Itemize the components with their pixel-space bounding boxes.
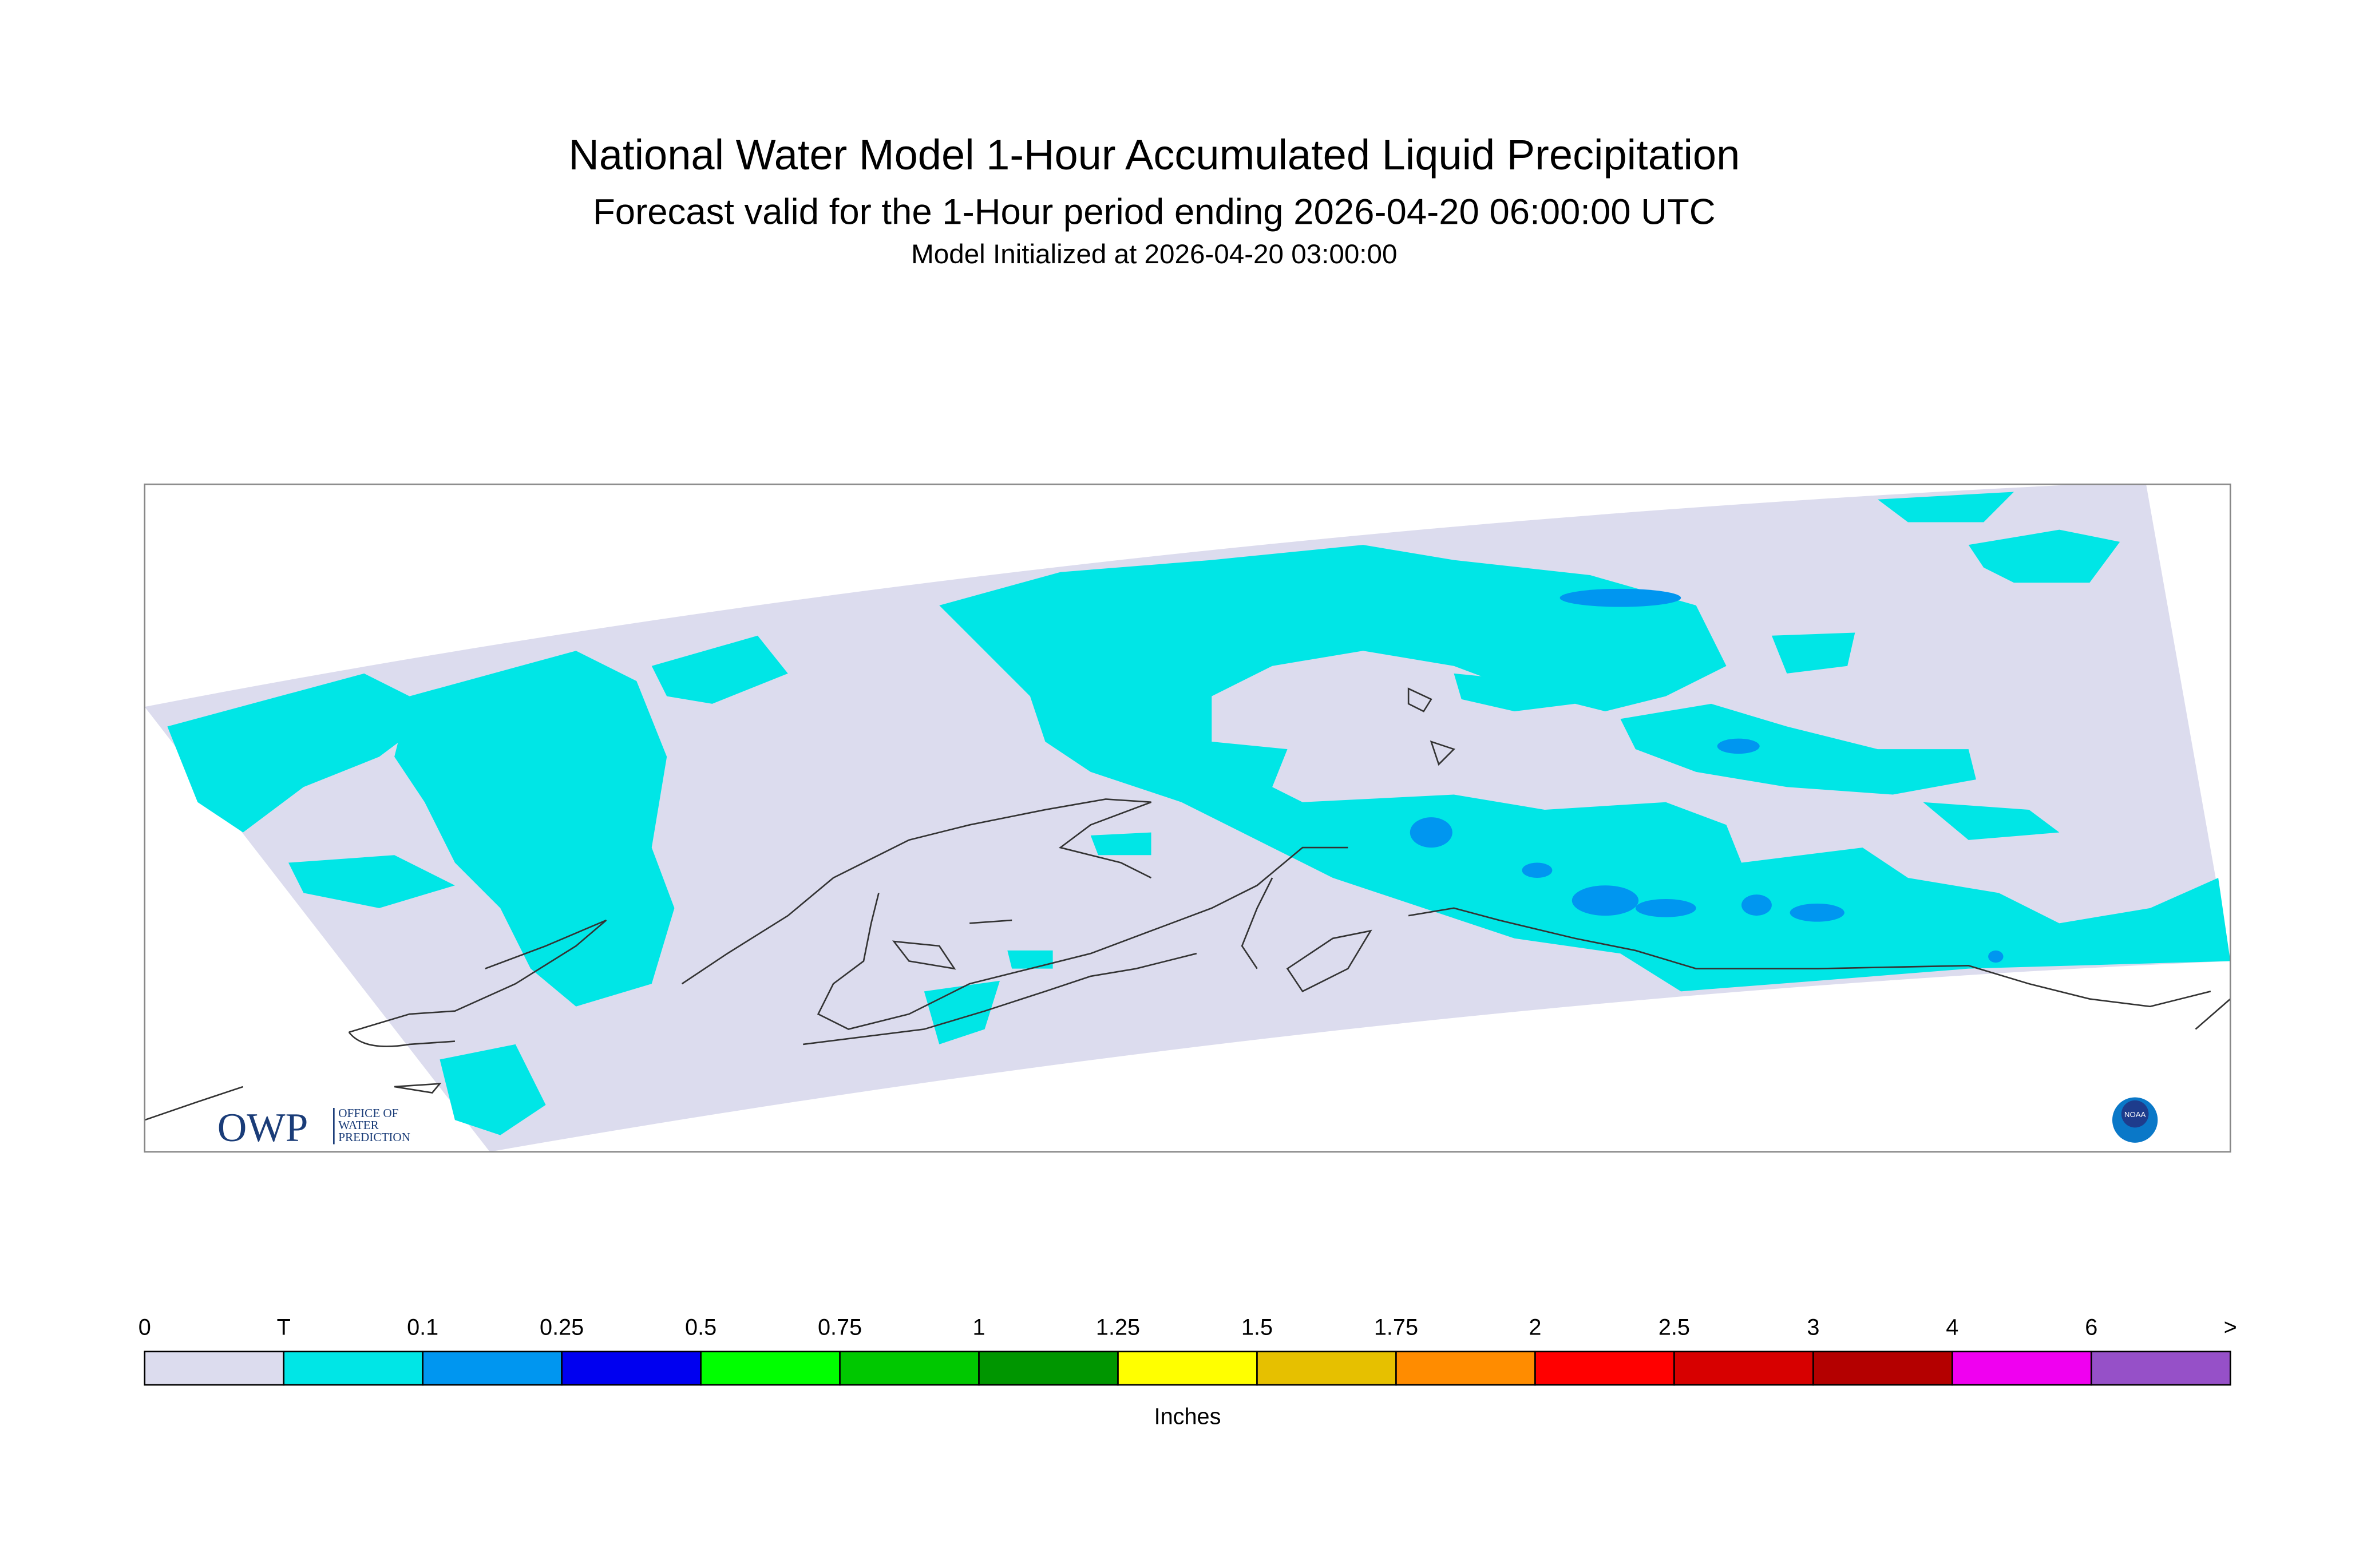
precip-light xyxy=(1410,588,2004,963)
legend-label: 1.5 xyxy=(1241,1315,1273,1340)
legend-label: 0.75 xyxy=(818,1315,862,1340)
legend-swatch xyxy=(1673,1351,1814,1386)
owp-letters: OWP xyxy=(217,1105,308,1150)
legend-swatch xyxy=(978,1351,1119,1386)
legend-swatch xyxy=(422,1351,563,1386)
legend-swatch xyxy=(561,1351,702,1386)
owp-text: PREDICTION xyxy=(338,1130,410,1144)
map-frame xyxy=(144,484,2231,1153)
owp-logo: OWP OFFICE OF WATER PREDICTION xyxy=(217,1105,410,1150)
noaa-text: NOAA xyxy=(2124,1110,2146,1119)
legend-label: 1.75 xyxy=(1374,1315,1418,1340)
legend-label: 0.5 xyxy=(685,1315,717,1340)
legend-swatch xyxy=(1534,1351,1675,1386)
legend-swatch xyxy=(700,1351,841,1386)
legend-swatch xyxy=(2090,1351,2231,1386)
legend-swatch xyxy=(144,1351,285,1386)
owp-text: WATER xyxy=(338,1118,379,1132)
legend-label: 1 xyxy=(973,1315,985,1340)
legend-label: 2 xyxy=(1529,1315,1541,1340)
legend-swatch xyxy=(839,1351,980,1386)
legend-swatch xyxy=(1812,1351,1953,1386)
legend-swatch xyxy=(283,1351,423,1386)
init-time: Model Initialized at 2026-04-20 03:00:00 xyxy=(911,239,1397,270)
legend-label: 3 xyxy=(1807,1315,1819,1340)
owp-text: OFFICE OF xyxy=(338,1106,398,1120)
legend-label: 0.25 xyxy=(540,1315,584,1340)
legend: 0 T 0.1 0.25 0.5 0.75 1 1.25 1.5 1.75 2 2.5 3 4 6 > xyxy=(138,1315,2237,1386)
legend-label: 4 xyxy=(1946,1315,1958,1340)
legend-unit: Inches xyxy=(1154,1404,1221,1430)
legend-label: 1.25 xyxy=(1096,1315,1140,1340)
coastline xyxy=(144,687,2231,1121)
title: National Water Model 1-Hour Accumulated … xyxy=(568,131,1740,179)
legend-label: 2.5 xyxy=(1658,1315,1690,1340)
legend-label: 0 xyxy=(138,1315,151,1340)
legend-swatch xyxy=(1117,1351,1258,1386)
map: OWP OFFICE OF WATER PREDICTION NOAA xyxy=(144,484,2231,1152)
legend-swatch xyxy=(1952,1351,2092,1386)
subtitle: Forecast valid for the 1-Hour period end… xyxy=(593,192,1716,232)
legend-label: 0.1 xyxy=(407,1315,438,1340)
noaa-logo: NOAA xyxy=(2112,1097,2158,1143)
legend-label: 6 xyxy=(2085,1315,2097,1340)
legend-label: > xyxy=(2224,1315,2237,1340)
legend-label: T xyxy=(277,1315,291,1340)
legend-swatch xyxy=(1256,1351,1397,1386)
legend-swatch xyxy=(1395,1351,1536,1386)
